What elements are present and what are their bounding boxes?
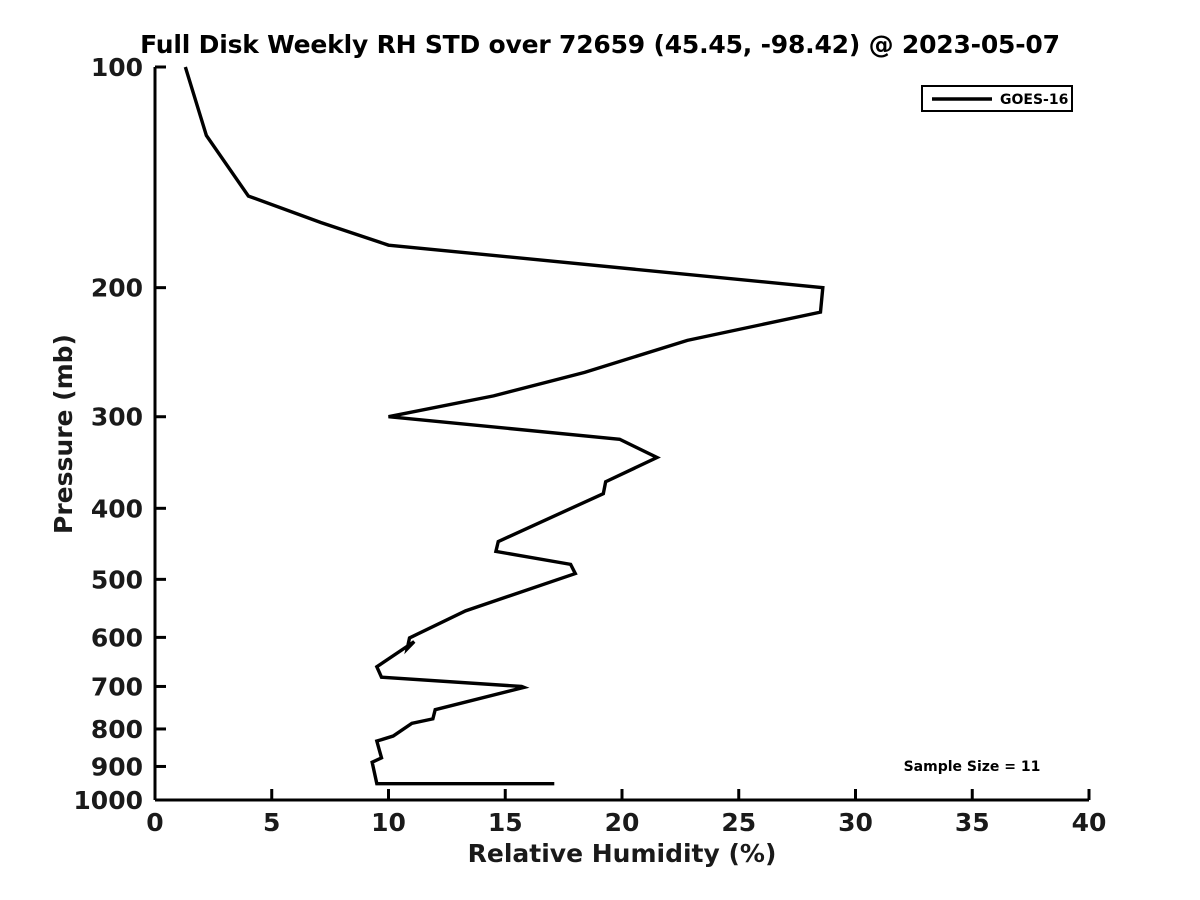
y-axis-label: Pressure (mb) <box>49 334 78 534</box>
x-axis-label: Relative Humidity (%) <box>468 839 777 868</box>
x-tick-label-10: 10 <box>371 808 406 837</box>
y-tick-label-300: 300 <box>91 403 143 432</box>
y-tick-label-1000: 1000 <box>73 786 143 815</box>
y-tick-label-800: 800 <box>91 715 143 744</box>
y-tick-label-400: 400 <box>91 494 143 523</box>
legend[interactable]: GOES-16 <box>921 85 1073 112</box>
x-tick-label-35: 35 <box>955 808 990 837</box>
axis-frame <box>153 67 1089 802</box>
y-tick-label-200: 200 <box>91 274 143 303</box>
y-axis-ticks: 100 200 300 400 500 600 700 800 900 1000 <box>73 53 166 815</box>
y-tick-label-900: 900 <box>91 752 143 781</box>
sample-size-annotation: Sample Size = 11 <box>904 759 1041 775</box>
x-tick-label-15: 15 <box>488 808 523 837</box>
y-tick-label-500: 500 <box>91 565 143 594</box>
x-tick-label-25: 25 <box>721 808 756 837</box>
y-tick-label-700: 700 <box>91 672 143 701</box>
x-tick-label-20: 20 <box>605 808 640 837</box>
x-tick-label-0: 0 <box>146 808 163 837</box>
x-tick-label-40: 40 <box>1072 808 1107 837</box>
x-tick-label-30: 30 <box>838 808 873 837</box>
x-tick-label-5: 5 <box>263 808 280 837</box>
x-axis-ticks: 0 5 10 15 20 25 30 35 40 <box>146 789 1106 837</box>
y-tick-label-600: 600 <box>91 623 143 652</box>
legend-label-goes16: GOES-16 <box>1000 92 1068 108</box>
chart-title: Full Disk Weekly RH STD over 72659 (45.4… <box>140 30 1060 59</box>
y-tick-label-100: 100 <box>91 53 143 82</box>
data-series-goes16 <box>183 66 825 786</box>
